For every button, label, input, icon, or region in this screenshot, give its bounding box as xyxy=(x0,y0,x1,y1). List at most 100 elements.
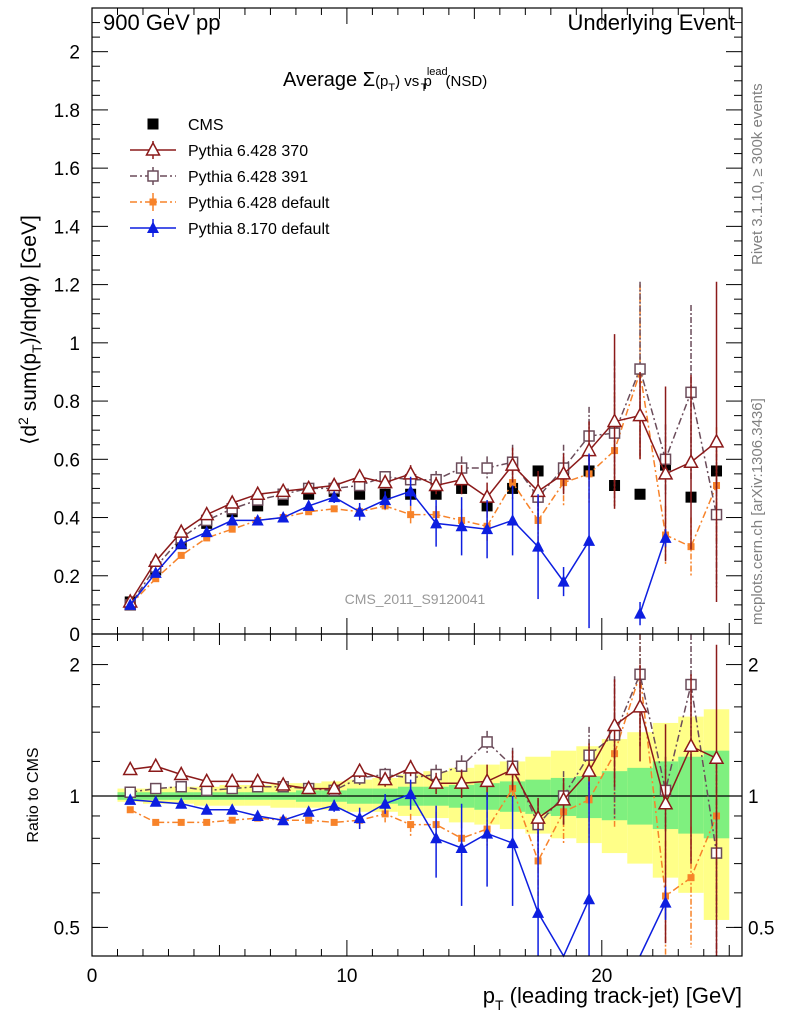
ratio-point-pythia6_370 xyxy=(351,762,368,777)
legend-label-pythia6_370: Pythia 6.428 370 xyxy=(188,143,308,160)
chart-title: Average Σ(pT) vs plead T (NSD) xyxy=(283,66,487,94)
ratio-point-pythia8_default xyxy=(226,803,239,815)
main-point-pythia8_default xyxy=(226,513,239,526)
main-point-pythia6_370 xyxy=(428,476,444,492)
main-series-pythia6_default xyxy=(126,284,721,609)
main-line-pythia8_default xyxy=(639,537,667,614)
ratio-point-pythia6_370 xyxy=(428,774,444,789)
legend-entry-pythia6_default: Pythia 6.428 default xyxy=(130,193,330,212)
main-point-pythia6_default xyxy=(228,525,236,533)
ratio-point-pythia6_370 xyxy=(479,772,495,788)
ratio-point-pythia6_default xyxy=(177,818,185,826)
ratio-point-pythia8_default xyxy=(404,787,417,800)
ratio-point-pythia8_default xyxy=(277,813,290,826)
main-ytick-label: 0.4 xyxy=(54,509,81,530)
ratio-point-pythia8_default xyxy=(302,805,315,817)
ratio-point-pythia8_default xyxy=(430,831,443,844)
main-point-pythia6_370 xyxy=(632,407,648,422)
main-point-pythia8_default xyxy=(200,525,213,538)
ratio-point-pythia6_default xyxy=(152,818,160,826)
main-point-pythia6_default xyxy=(177,551,185,559)
main-ytick-label: 1.8 xyxy=(54,101,80,122)
main-point-pythia8_default xyxy=(430,516,443,529)
ratio-point-pythia6_370 xyxy=(173,765,189,781)
ratio-point-pythia6_391 xyxy=(149,782,162,795)
legend-entry-pythia6_370: Pythia 6.428 370 xyxy=(130,141,308,160)
main-point-pythia8_default xyxy=(379,493,392,506)
main-point-pythia6_370 xyxy=(683,453,699,468)
ratio-point-pythia8_default xyxy=(328,799,341,811)
main-ytick-label: 2 xyxy=(69,43,80,64)
main-ylabel: ⟨d2 sum(pT)/dηdφ⟩ [GeV] xyxy=(15,215,45,445)
xtick-label: 10 xyxy=(336,966,357,987)
ratio-point-pythia6_default xyxy=(203,818,211,826)
main-point-pythia6_default xyxy=(152,575,160,583)
main-point-pythia8_default xyxy=(124,598,137,610)
ratio-point-pythia6_370 xyxy=(708,749,725,765)
main-point-pythia6_370 xyxy=(351,468,368,483)
main-point-pythia8_default xyxy=(455,519,468,532)
main-point-pythia6_370 xyxy=(224,494,240,509)
legend-marker-pythia6_default xyxy=(149,198,157,206)
legend-label-cms: CMS xyxy=(188,117,224,134)
legend-label-pythia6_default: Pythia 6.428 default xyxy=(188,195,330,212)
ratio-ytick-label-right: 2 xyxy=(748,656,759,677)
main-point-pythia8_default xyxy=(583,534,596,546)
ratio-ytick-label-left: 0.5 xyxy=(54,918,80,939)
main-plot xyxy=(122,281,725,629)
ratio-point-pythia6_370 xyxy=(555,791,572,806)
ratio-point-pythia6_370 xyxy=(326,779,342,795)
main-series-cms xyxy=(124,459,723,608)
header-left: 900 GeV pp xyxy=(103,10,220,35)
ratio-point-pythia6_370 xyxy=(453,774,470,789)
main-ytick-label: 0.6 xyxy=(54,450,80,471)
ratio-ytick-label-right: 1 xyxy=(748,787,759,808)
ratio-point-pythia6_370 xyxy=(504,760,521,776)
ratio-plot xyxy=(122,634,725,958)
main-point-pythia6_default xyxy=(203,534,211,542)
ratio-point-pythia6_default xyxy=(407,821,415,829)
main-point-pythia6_370 xyxy=(198,506,215,521)
legend-marker-cms xyxy=(147,118,159,130)
main-ytick-label: 1.4 xyxy=(54,217,81,238)
main-point-cms xyxy=(303,488,315,500)
ratio-point-pythia6_370 xyxy=(122,760,138,776)
legend-marker-pythia6_391 xyxy=(147,170,159,182)
header-right: Underlying Event xyxy=(567,10,735,35)
main-ytick-label: 0.8 xyxy=(54,392,80,413)
main-point-pythia6_370 xyxy=(326,476,342,492)
main-ytick-label: 1.6 xyxy=(54,159,80,180)
main-point-pythia8_default xyxy=(302,499,315,511)
main-point-pythia8_default xyxy=(634,607,647,619)
ratio-point-pythia8_default xyxy=(532,906,545,918)
legend: CMS Pythia 6.428 370 Pythia 6.428 391 Pythi… xyxy=(130,117,330,238)
ratio-point-pythia8_default xyxy=(200,803,213,815)
ratio-point-pythia6_370 xyxy=(224,772,240,788)
main-series-pythia6_391 xyxy=(124,281,723,611)
ratio-point-pythia6_370 xyxy=(377,771,393,786)
main-line-pythia6_370 xyxy=(129,414,717,603)
ratio-point-pythia6_370 xyxy=(249,772,266,788)
main-point-cms xyxy=(252,500,264,512)
ratio-point-pythia6_370 xyxy=(300,779,317,795)
ratio-point-pythia6_370 xyxy=(147,757,164,772)
legend-entry-cms: CMS xyxy=(147,117,224,134)
main-point-pythia8_default xyxy=(149,566,162,578)
main-point-pythia8_default xyxy=(251,513,264,526)
ratio-point-pythia8_default xyxy=(124,793,137,805)
ratio-frame xyxy=(91,633,743,957)
ratio-point-pythia6_370 xyxy=(683,737,699,752)
ratio-point-pythia6_370 xyxy=(606,716,623,732)
main-point-pythia6_370 xyxy=(555,465,572,480)
main-point-pythia6_370 xyxy=(708,433,725,448)
ratio-point-pythia8_default xyxy=(175,797,188,809)
main-point-pythia6_370 xyxy=(147,552,164,567)
legend-entry-pythia8_default: Pythia 8.170 default xyxy=(130,219,330,238)
ratio-point-pythia6_default xyxy=(687,874,695,882)
side-label-mcplots: mcplots.cern.ch [arXiv:1306.3436] xyxy=(749,398,766,625)
legend-marker-pythia8_default xyxy=(147,221,159,233)
ratio-point-pythia6_default xyxy=(228,816,236,824)
main-ytick-label: 0 xyxy=(69,625,80,646)
main-point-pythia6_default xyxy=(305,508,313,516)
main-ytick-label: 1.2 xyxy=(54,276,80,297)
